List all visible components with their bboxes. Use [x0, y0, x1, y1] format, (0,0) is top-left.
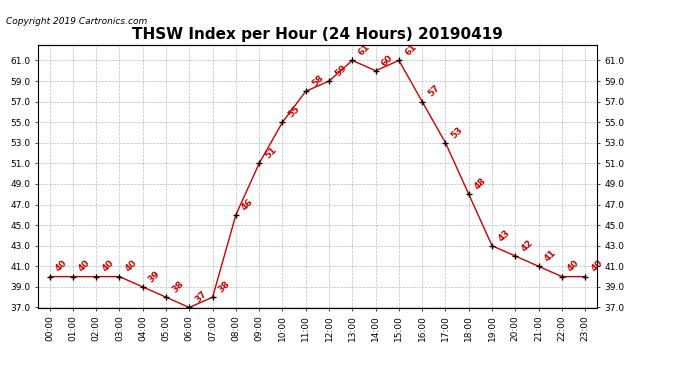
- Text: 40: 40: [124, 259, 139, 274]
- Text: 59: 59: [333, 63, 348, 78]
- Text: 57: 57: [426, 84, 442, 99]
- Text: 38: 38: [217, 279, 232, 294]
- Text: THSW  (°F): THSW (°F): [610, 33, 669, 43]
- Text: 48: 48: [473, 176, 489, 192]
- Text: 43: 43: [496, 228, 511, 243]
- Text: 38: 38: [170, 279, 186, 294]
- Text: 60: 60: [380, 53, 395, 68]
- Text: 39: 39: [147, 269, 162, 284]
- Text: 42: 42: [520, 238, 535, 253]
- Text: 40: 40: [589, 259, 604, 274]
- Text: 40: 40: [54, 259, 69, 274]
- Text: 53: 53: [450, 125, 465, 140]
- Text: 46: 46: [240, 197, 255, 212]
- Text: 40: 40: [77, 259, 92, 274]
- Text: 41: 41: [543, 248, 558, 264]
- Text: 51: 51: [264, 146, 279, 160]
- Text: 61: 61: [403, 42, 418, 58]
- Text: 61: 61: [357, 42, 372, 58]
- Text: 37: 37: [193, 290, 209, 305]
- Text: 40: 40: [100, 259, 115, 274]
- Text: 40: 40: [566, 259, 581, 274]
- Text: 58: 58: [310, 74, 325, 88]
- Text: Copyright 2019 Cartronics.com: Copyright 2019 Cartronics.com: [6, 17, 147, 26]
- Title: THSW Index per Hour (24 Hours) 20190419: THSW Index per Hour (24 Hours) 20190419: [132, 27, 503, 42]
- Text: 55: 55: [286, 104, 302, 119]
